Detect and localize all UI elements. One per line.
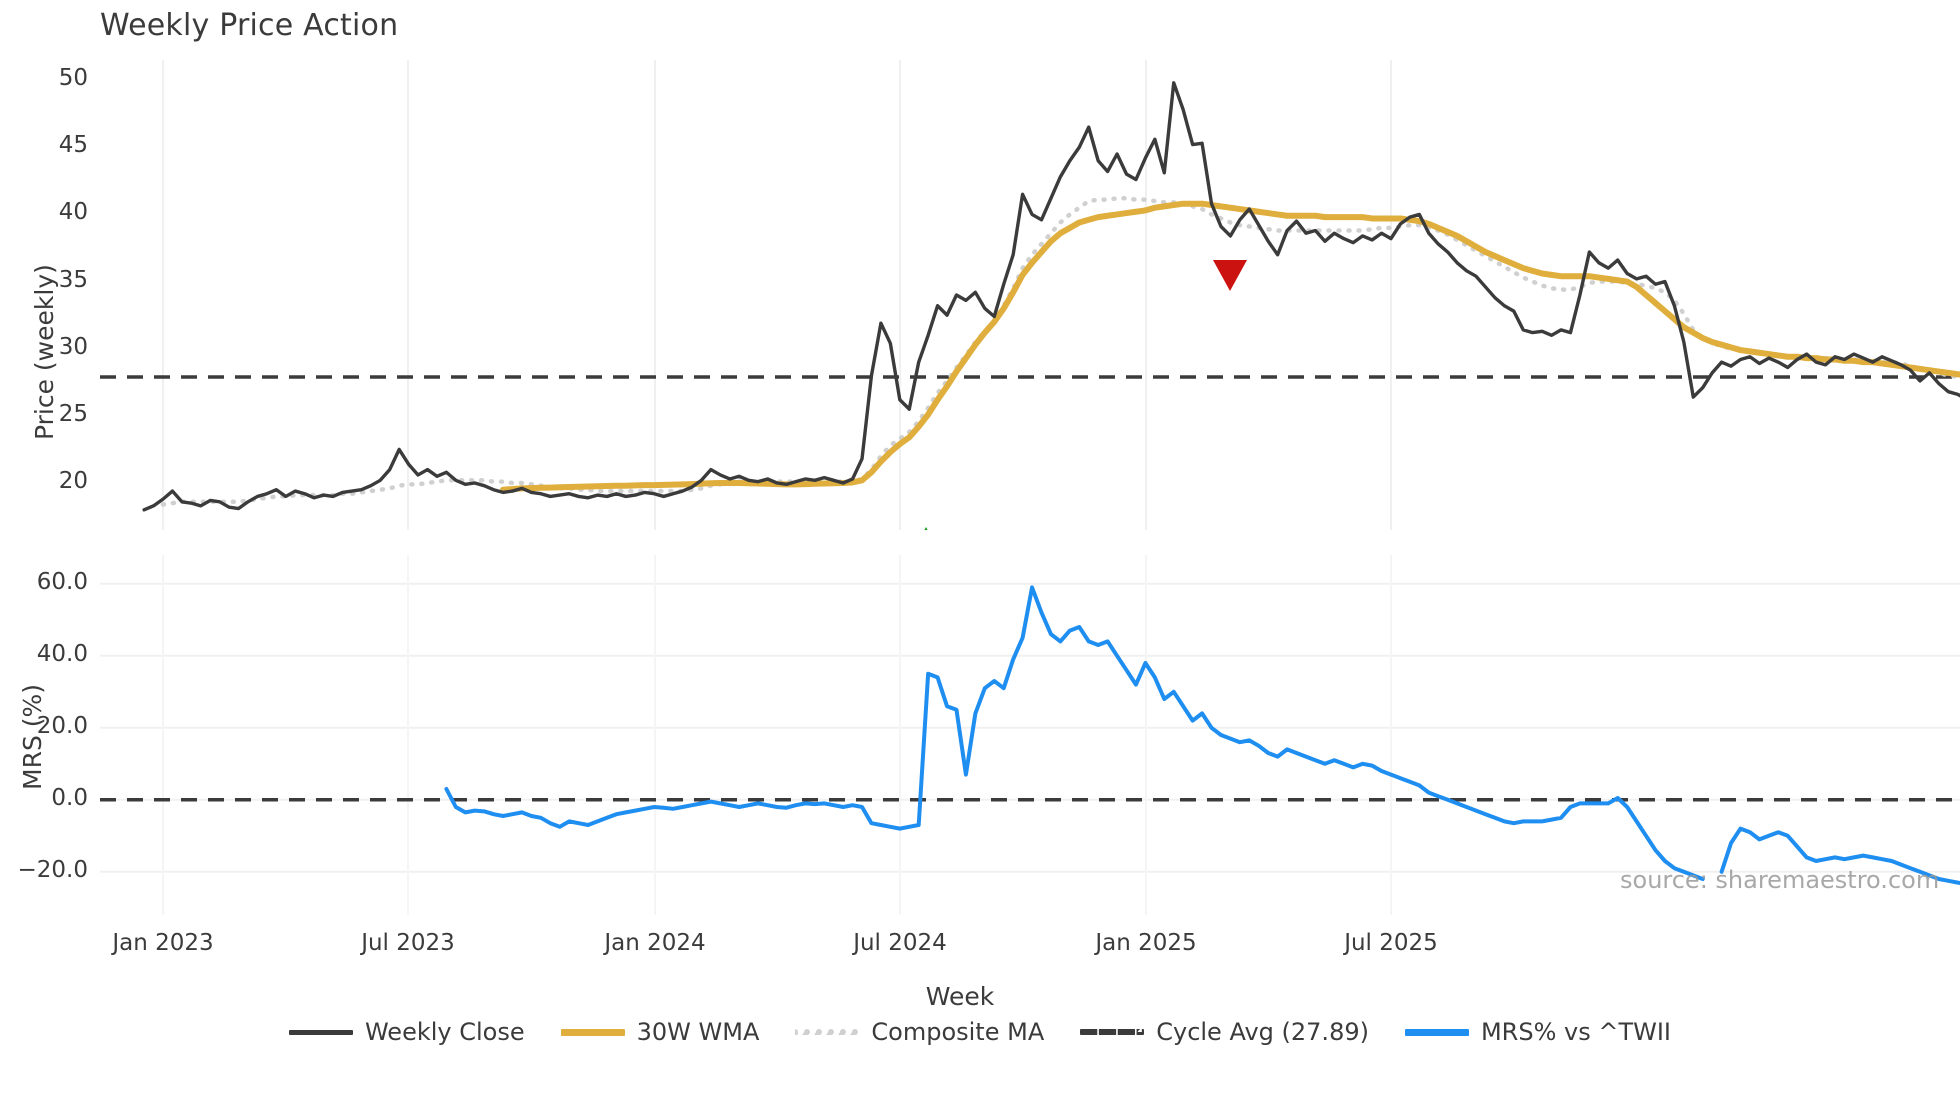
- legend-mrs[interactable]: MRS% vs ^TWII: [1404, 1018, 1672, 1046]
- legend-mrs-label: MRS% vs ^TWII: [1480, 1018, 1672, 1046]
- mrs-series-line: [444, 585, 1960, 886]
- price-y-tick-20: 20: [58, 468, 88, 494]
- x-axis-label: Week: [925, 982, 995, 1011]
- sell-marker[interactable]: [1213, 260, 1247, 291]
- legend-composite-ma-swatch: [795, 1029, 860, 1035]
- price-y-tick-35: 35: [58, 266, 88, 293]
- price-series-composite-ma: [160, 196, 1960, 507]
- price-y-tick-40: 40: [58, 199, 88, 226]
- mrs-y-tick-4: −20.0: [17, 856, 88, 883]
- mrs-y-tick-1: 40.0: [36, 640, 88, 667]
- page-title: Weekly Price Action: [100, 8, 399, 43]
- price-y-tick-30: 30: [58, 333, 88, 360]
- source-watermark: source: sharemaestro.com: [1620, 866, 1940, 894]
- price-plot-area: [100, 60, 1960, 530]
- price-series-weekly-close: [142, 81, 1960, 512]
- x-tick-jan-2024: Jan 2024: [604, 930, 706, 956]
- legend-30w-wma[interactable]: 30W WMA: [560, 1018, 760, 1046]
- mrs-y-tick-3: 0.0: [51, 784, 88, 811]
- legend-weekly-close[interactable]: Weekly Close: [288, 1018, 525, 1046]
- mrs-y-tick-0: 60.0: [36, 568, 88, 595]
- legend-cycle-avg[interactable]: Cycle Avg (27.89): [1080, 1018, 1369, 1046]
- price-series-30w-wma: [500, 200, 1960, 493]
- legend-cycle-avg-label: Cycle Avg (27.89): [1156, 1018, 1369, 1046]
- chart-legend: Weekly Close 30W WMA Composite MA Cycle Avg…: [0, 1018, 1960, 1046]
- price-y-tick-50: 50: [58, 65, 88, 92]
- x-tick-jul-2025: Jul 2025: [1344, 930, 1438, 956]
- x-tick-jul-2024: Jul 2024: [853, 930, 947, 956]
- mrs-chart-panel: [100, 555, 1960, 915]
- mrs-plot-area: [100, 555, 1960, 915]
- price-y-tick-25: 25: [58, 400, 88, 427]
- legend-weekly-close-swatch: [288, 1029, 353, 1035]
- x-tick-jan-2025: Jan 2025: [1095, 930, 1197, 956]
- legend-composite-ma-label: Composite MA: [871, 1018, 1045, 1046]
- legend-weekly-close-label: Weekly Close: [364, 1018, 525, 1046]
- price-y-tick-45: 45: [58, 132, 88, 159]
- legend-30w-wma-swatch: [560, 1028, 625, 1036]
- buy-marker[interactable]: [909, 527, 943, 530]
- x-tick-jan-2023: Jan 2023: [112, 930, 214, 956]
- x-tick-jul-2023: Jul 2023: [361, 930, 455, 956]
- legend-cycle-avg-swatch: [1080, 1029, 1145, 1035]
- mrs-y-tick-2: 20.0: [36, 712, 88, 739]
- legend-mrs-swatch: [1404, 1028, 1469, 1036]
- legend-30w-wma-label: 30W WMA: [636, 1018, 760, 1046]
- price-chart-panel: [100, 60, 1960, 530]
- legend-composite-ma[interactable]: Composite MA: [795, 1018, 1044, 1046]
